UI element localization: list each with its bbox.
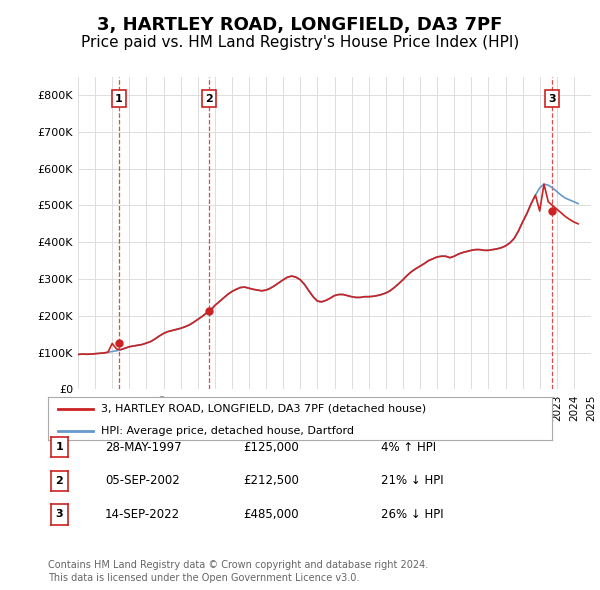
Text: 14-SEP-2022: 14-SEP-2022 bbox=[105, 508, 180, 521]
Text: 28-MAY-1997: 28-MAY-1997 bbox=[105, 441, 182, 454]
Text: 1: 1 bbox=[56, 442, 63, 452]
Text: £485,000: £485,000 bbox=[243, 508, 299, 521]
Text: Price paid vs. HM Land Registry's House Price Index (HPI): Price paid vs. HM Land Registry's House … bbox=[81, 35, 519, 50]
Text: 3: 3 bbox=[56, 510, 63, 519]
Text: 05-SEP-2002: 05-SEP-2002 bbox=[105, 474, 180, 487]
Text: 3, HARTLEY ROAD, LONGFIELD, DA3 7PF (detached house): 3, HARTLEY ROAD, LONGFIELD, DA3 7PF (det… bbox=[101, 404, 426, 414]
Text: 1: 1 bbox=[115, 94, 123, 104]
Text: 21% ↓ HPI: 21% ↓ HPI bbox=[381, 474, 443, 487]
Text: 26% ↓ HPI: 26% ↓ HPI bbox=[381, 508, 443, 521]
Text: 2: 2 bbox=[56, 476, 63, 486]
Text: 3: 3 bbox=[548, 94, 556, 104]
Text: 3, HARTLEY ROAD, LONGFIELD, DA3 7PF: 3, HARTLEY ROAD, LONGFIELD, DA3 7PF bbox=[97, 16, 503, 34]
Text: 2: 2 bbox=[205, 94, 213, 104]
Text: Contains HM Land Registry data © Crown copyright and database right 2024.: Contains HM Land Registry data © Crown c… bbox=[48, 560, 428, 570]
Text: This data is licensed under the Open Government Licence v3.0.: This data is licensed under the Open Gov… bbox=[48, 573, 359, 583]
Text: HPI: Average price, detached house, Dartford: HPI: Average price, detached house, Dart… bbox=[101, 426, 354, 436]
Text: 4% ↑ HPI: 4% ↑ HPI bbox=[381, 441, 436, 454]
Text: £125,000: £125,000 bbox=[243, 441, 299, 454]
Text: £212,500: £212,500 bbox=[243, 474, 299, 487]
